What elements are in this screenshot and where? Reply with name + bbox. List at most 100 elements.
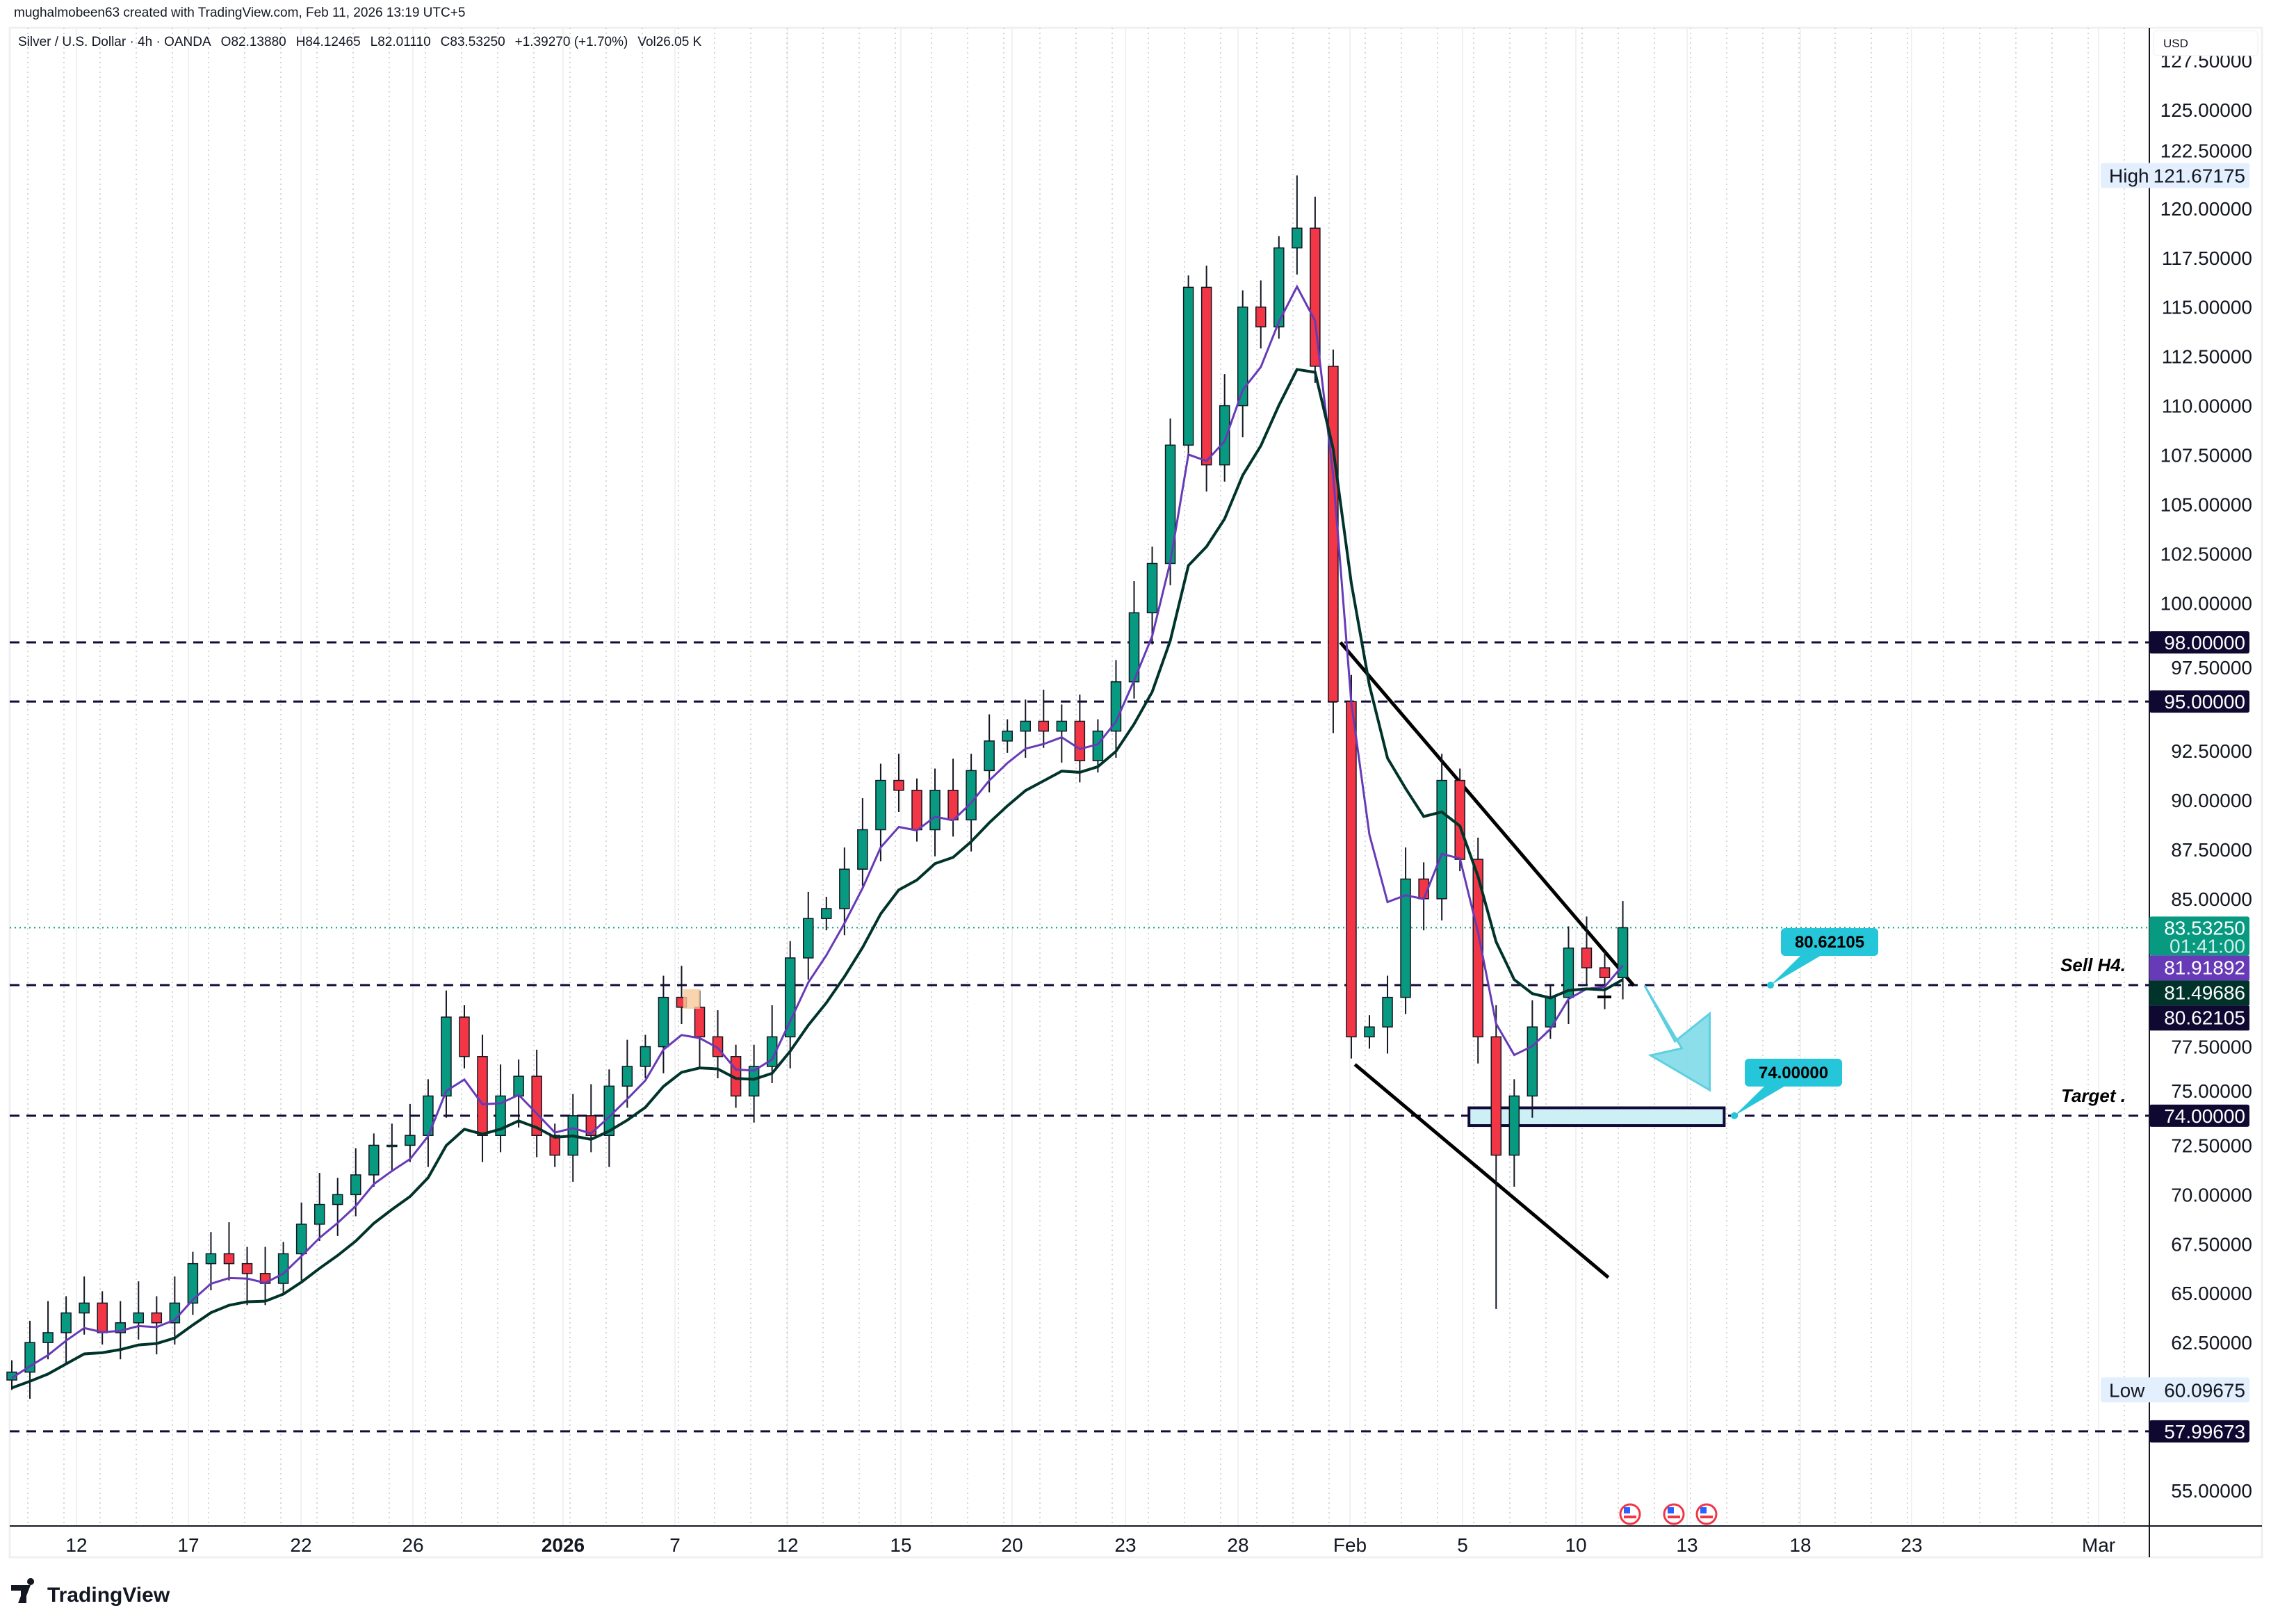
price-tick-label: 117.50000 bbox=[2162, 247, 2252, 269]
candle-body bbox=[929, 790, 941, 831]
ma-slow-line bbox=[11, 368, 1624, 1390]
session-low-value: 60.09675 bbox=[2164, 1379, 2245, 1401]
candle-body bbox=[1310, 227, 1321, 367]
candle-body bbox=[513, 1075, 524, 1097]
moving-averages bbox=[11, 284, 1624, 1390]
candle-body bbox=[531, 1075, 542, 1136]
candle-body bbox=[1020, 720, 1031, 732]
time-tick-label: 12 bbox=[65, 1534, 87, 1556]
price-tick-label: 115.00000 bbox=[2162, 297, 2252, 318]
time-tick-label: 13 bbox=[1676, 1534, 1698, 1556]
price-tick-label: 65.00000 bbox=[2171, 1283, 2252, 1304]
candle-body bbox=[947, 790, 959, 821]
candle-body bbox=[1002, 730, 1013, 742]
price-tick-label: 122.50000 bbox=[2160, 140, 2252, 161]
tradingview-logo[interactable]: TradingView bbox=[11, 1578, 170, 1607]
hline-price-badge: 80.62105 bbox=[2164, 1007, 2245, 1028]
price-tick-label: 77.50000 bbox=[2171, 1037, 2252, 1058]
volume: Vol26.05 K bbox=[637, 35, 701, 49]
candle-body bbox=[1074, 720, 1086, 761]
candle-body bbox=[621, 1066, 633, 1087]
candle-body bbox=[803, 918, 814, 959]
candle-body bbox=[97, 1302, 108, 1333]
hline-price-badge: 95.00000 bbox=[2164, 691, 2245, 713]
candle-body bbox=[821, 908, 832, 919]
candle-body bbox=[857, 829, 868, 870]
hline-price-badge-bg bbox=[2149, 690, 2249, 713]
candle-body bbox=[495, 1095, 506, 1136]
currency-button[interactable]: USD bbox=[2153, 30, 2258, 56]
candle-body bbox=[1237, 306, 1248, 407]
session-high-label: High bbox=[2109, 165, 2149, 186]
tradingview-logo-text: TradingView bbox=[47, 1584, 170, 1607]
ohlc-high: H84.12465 bbox=[296, 35, 361, 49]
price-tick-label: 72.50000 bbox=[2171, 1135, 2252, 1156]
candle-body bbox=[1200, 286, 1212, 466]
time-tick-label: 20 bbox=[1001, 1534, 1023, 1556]
ohlc-close: C83.53250 bbox=[441, 35, 505, 49]
time-tick-label: 18 bbox=[1789, 1534, 1811, 1556]
currency-button-bg[interactable] bbox=[2153, 30, 2258, 56]
hline-price-badge: 57.99673 bbox=[2164, 1421, 2245, 1443]
candle-body bbox=[277, 1253, 289, 1284]
time-tick-label: 23 bbox=[1114, 1534, 1136, 1556]
tradingview-logo-icon bbox=[11, 1578, 35, 1603]
price-tick-label: 100.00000 bbox=[2160, 592, 2252, 614]
candle-body bbox=[350, 1174, 361, 1196]
price-badges: High 121.67175 Low 60.09675 98.00000 95.00000… bbox=[2101, 163, 2249, 1443]
price-tick-label: 85.00000 bbox=[2171, 888, 2252, 910]
time-axis[interactable]: 12 17 22 26 2026 7 12 15 20 23 28 Feb 5 10 13 18 23 Mar bbox=[65, 1534, 2115, 1556]
callout-text: 80.62105 bbox=[1795, 933, 1864, 952]
target-zone-rect bbox=[1467, 1106, 1726, 1128]
candle-body bbox=[1599, 967, 1611, 979]
session-low-label: Low bbox=[2109, 1379, 2145, 1401]
candle-body bbox=[1292, 227, 1303, 249]
candle-body bbox=[405, 1135, 416, 1146]
candle-body bbox=[658, 996, 669, 1048]
candle-body bbox=[784, 957, 796, 1038]
time-tick-label: Mar bbox=[2082, 1534, 2115, 1556]
candle-body bbox=[911, 790, 922, 831]
time-tick-label: 15 bbox=[890, 1534, 911, 1556]
trendline bbox=[1339, 641, 1636, 987]
us-flag-stripe bbox=[1624, 1516, 1636, 1518]
current-price-badge bbox=[2149, 916, 2249, 956]
symbol-title[interactable]: Silver / U.S. Dollar · 4h · OANDA bbox=[18, 35, 211, 49]
time-tick-label: 26 bbox=[402, 1534, 423, 1556]
us-flag-stripe bbox=[1668, 1516, 1680, 1518]
candle-body bbox=[1110, 681, 1122, 732]
candle-body bbox=[1346, 701, 1357, 1038]
callout-pointer bbox=[1771, 955, 1823, 986]
symbol-legend[interactable]: Silver / U.S. Dollar · 4h · OANDA O82.138… bbox=[18, 35, 702, 49]
candle-body bbox=[1219, 405, 1230, 466]
candle-body bbox=[1563, 947, 1574, 998]
time-tick-label: 28 bbox=[1227, 1534, 1248, 1556]
callout-anchor bbox=[1767, 982, 1774, 989]
candle-body bbox=[1436, 779, 1447, 900]
candle-body bbox=[241, 1262, 253, 1274]
time-tick-label: 2026 bbox=[542, 1534, 585, 1556]
candle-body bbox=[1382, 996, 1393, 1028]
session-low-badge bbox=[2101, 1377, 2249, 1403]
candle-body bbox=[549, 1135, 560, 1156]
bar-countdown: 01:41:00 bbox=[2170, 935, 2245, 957]
price-tick-label: 67.50000 bbox=[2171, 1233, 2252, 1255]
candle-body bbox=[1364, 1026, 1375, 1038]
price-tick-label: 70.00000 bbox=[2171, 1184, 2252, 1205]
time-tick-label: 12 bbox=[776, 1534, 798, 1556]
candle-body bbox=[133, 1312, 145, 1324]
price-tick-label: 97.50000 bbox=[2171, 657, 2252, 679]
candle-body bbox=[441, 1016, 452, 1097]
currency-label[interactable]: USD bbox=[2163, 37, 2188, 50]
candle-body bbox=[1328, 366, 1339, 702]
us-flag-stripe bbox=[1700, 1516, 1713, 1518]
callout-text: 74.00000 bbox=[1759, 1064, 1828, 1082]
price-axis[interactable]: 127.50000125.00000122.50000120.00000117.… bbox=[2160, 50, 2252, 1502]
candle-body bbox=[984, 740, 995, 772]
candle-body bbox=[60, 1312, 72, 1333]
price-tick-label: 55.00000 bbox=[2171, 1480, 2252, 1502]
session-high-badge bbox=[2101, 163, 2249, 188]
candle-body bbox=[1617, 927, 1629, 979]
symbol-legend-line: Silver / U.S. Dollar · 4h · OANDA O82.138… bbox=[18, 35, 702, 49]
